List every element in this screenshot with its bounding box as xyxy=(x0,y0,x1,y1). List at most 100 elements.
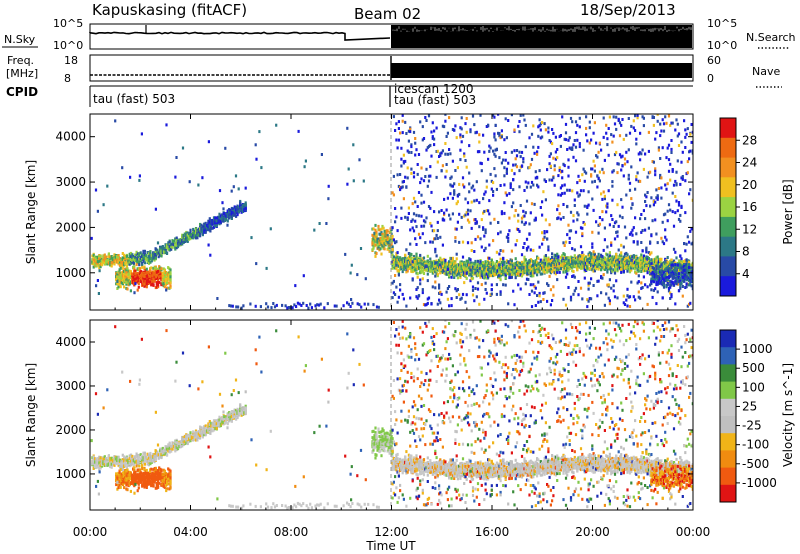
power-cell xyxy=(407,150,410,154)
power-cell xyxy=(485,272,488,276)
power-cell xyxy=(518,120,521,123)
power-cell xyxy=(232,213,235,217)
power-cell xyxy=(569,116,573,120)
power-cell xyxy=(479,237,482,241)
power-cell xyxy=(508,276,511,280)
power-cell xyxy=(564,256,568,260)
power-cell xyxy=(157,283,160,287)
power-cell xyxy=(583,268,586,272)
power-cell xyxy=(400,157,403,161)
power-cell xyxy=(583,170,586,174)
power-cell xyxy=(179,240,182,244)
power-cell xyxy=(160,275,163,278)
power-cell xyxy=(483,150,486,154)
cpid-mode-3: tau (fast) 503 xyxy=(394,93,476,107)
power-cell xyxy=(557,204,560,208)
power-cell xyxy=(478,273,481,277)
power-cell xyxy=(562,162,565,166)
power-cell xyxy=(228,304,231,308)
power-cell xyxy=(105,261,108,265)
power-cell xyxy=(161,249,164,253)
power-cell xyxy=(503,201,506,205)
power-cell xyxy=(347,302,350,306)
power-cell xyxy=(451,273,454,277)
power-cell xyxy=(455,264,458,268)
power-cell xyxy=(581,297,584,301)
power-cell xyxy=(544,266,547,270)
power-cell xyxy=(440,151,443,155)
power-cell xyxy=(141,277,144,281)
power-cell xyxy=(102,258,105,262)
power-cell xyxy=(468,263,471,267)
power-cell xyxy=(536,256,539,260)
power-cell xyxy=(392,238,395,242)
power-cell xyxy=(400,164,403,168)
power-cell xyxy=(439,266,442,270)
power-cell xyxy=(562,268,565,271)
power-cell xyxy=(214,224,217,228)
power-cell xyxy=(459,133,462,137)
power-cell xyxy=(124,270,127,274)
power-cell xyxy=(399,131,402,135)
power-cell xyxy=(451,267,454,271)
power-cell xyxy=(123,253,126,257)
power-cell xyxy=(201,176,204,180)
power-cell xyxy=(391,266,394,270)
power-cell xyxy=(395,285,398,289)
power-cell xyxy=(240,205,243,209)
power-cell xyxy=(109,255,112,259)
nsky-strip: N.Sky 10^5 10^0 10^5 10^0 N.Search xyxy=(2,17,796,52)
power-cell xyxy=(288,306,291,309)
power-cell xyxy=(520,274,524,278)
power-cell xyxy=(523,271,526,275)
power-cell xyxy=(494,138,497,142)
power-cell xyxy=(512,266,515,270)
power-cell xyxy=(492,193,495,197)
power-cell xyxy=(424,266,427,270)
power-cell xyxy=(509,183,512,187)
power-cell xyxy=(578,145,581,149)
power-cell xyxy=(235,208,238,212)
power-cell xyxy=(160,282,163,286)
power-cell xyxy=(574,257,578,261)
power-cell xyxy=(502,263,505,267)
power-cell xyxy=(588,251,591,255)
power-cell xyxy=(586,264,589,268)
power-cell xyxy=(450,257,453,260)
power-cell xyxy=(105,259,108,263)
power-cell xyxy=(538,124,541,128)
power-cell xyxy=(450,184,453,188)
power-cell xyxy=(399,173,402,176)
power-cell xyxy=(460,273,463,277)
power-cell xyxy=(448,304,451,308)
power-cell xyxy=(559,263,562,267)
power-cell xyxy=(453,189,456,193)
power-cell xyxy=(519,270,522,274)
power-cell xyxy=(450,304,453,308)
power-cell xyxy=(518,150,521,154)
power-cell xyxy=(142,254,145,258)
power-cell xyxy=(451,184,454,188)
power-cell xyxy=(487,264,490,268)
power-cell xyxy=(534,269,537,272)
power-cell xyxy=(534,216,537,220)
power-cell xyxy=(553,164,556,168)
power-cell xyxy=(116,260,119,264)
power-cell xyxy=(488,273,491,277)
power-cell xyxy=(446,270,449,274)
power-cell xyxy=(416,261,419,265)
power-cell xyxy=(453,264,456,268)
power-cell xyxy=(434,262,437,266)
power-cell xyxy=(518,229,521,233)
power-cell xyxy=(373,231,376,235)
power-cell xyxy=(132,279,135,283)
power-cell xyxy=(542,298,545,301)
power-cell xyxy=(410,260,413,264)
power-cell xyxy=(124,261,127,265)
power-cell xyxy=(543,235,546,239)
power-cell xyxy=(536,264,539,268)
power-cell xyxy=(544,254,547,257)
power-cell xyxy=(596,174,599,178)
power-cell xyxy=(458,212,461,216)
power-cell xyxy=(563,183,566,187)
